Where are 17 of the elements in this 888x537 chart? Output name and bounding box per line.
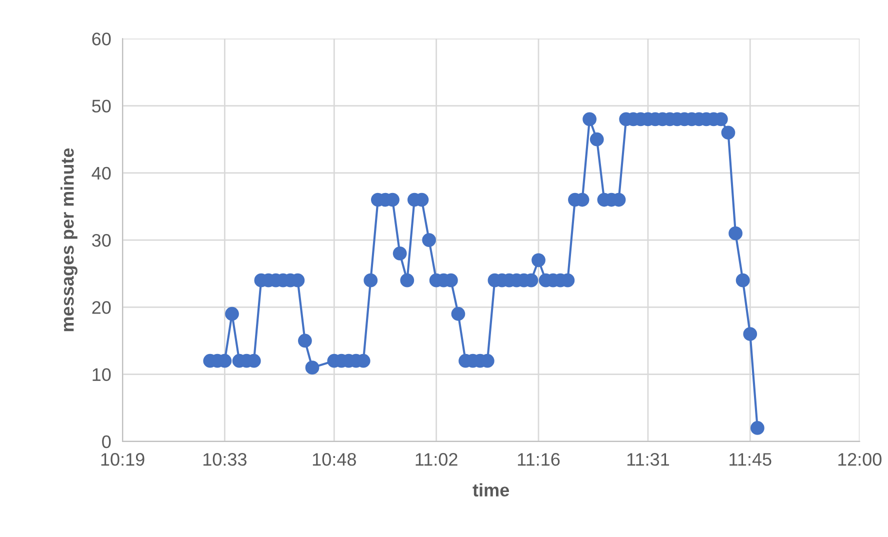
x-tick-label: 10:48 xyxy=(312,453,356,466)
y-tick-label: 60 xyxy=(92,32,111,46)
x-tick-label: 10:19 xyxy=(101,453,144,466)
y-tick-label: 30 xyxy=(92,234,111,247)
y-axis-title: messages per minute xyxy=(60,148,78,332)
y-tick-label: 50 xyxy=(92,100,111,113)
y-tick-label: 10 xyxy=(92,368,111,382)
x-tick-label: 11:16 xyxy=(518,453,560,466)
x-axis-title: time xyxy=(472,483,510,497)
x-tick-label: 11:02 xyxy=(416,453,458,466)
y-tick-label: 40 xyxy=(92,166,111,180)
y-tick-label: 0 xyxy=(102,435,111,448)
x-tick-label: 10:33 xyxy=(203,453,246,466)
x-tick-label: 12:00 xyxy=(838,453,882,466)
y-tick-label: 20 xyxy=(92,301,111,314)
x-tick-label: 11:45 xyxy=(730,453,772,466)
x-tick-label: 11:31 xyxy=(627,453,670,466)
